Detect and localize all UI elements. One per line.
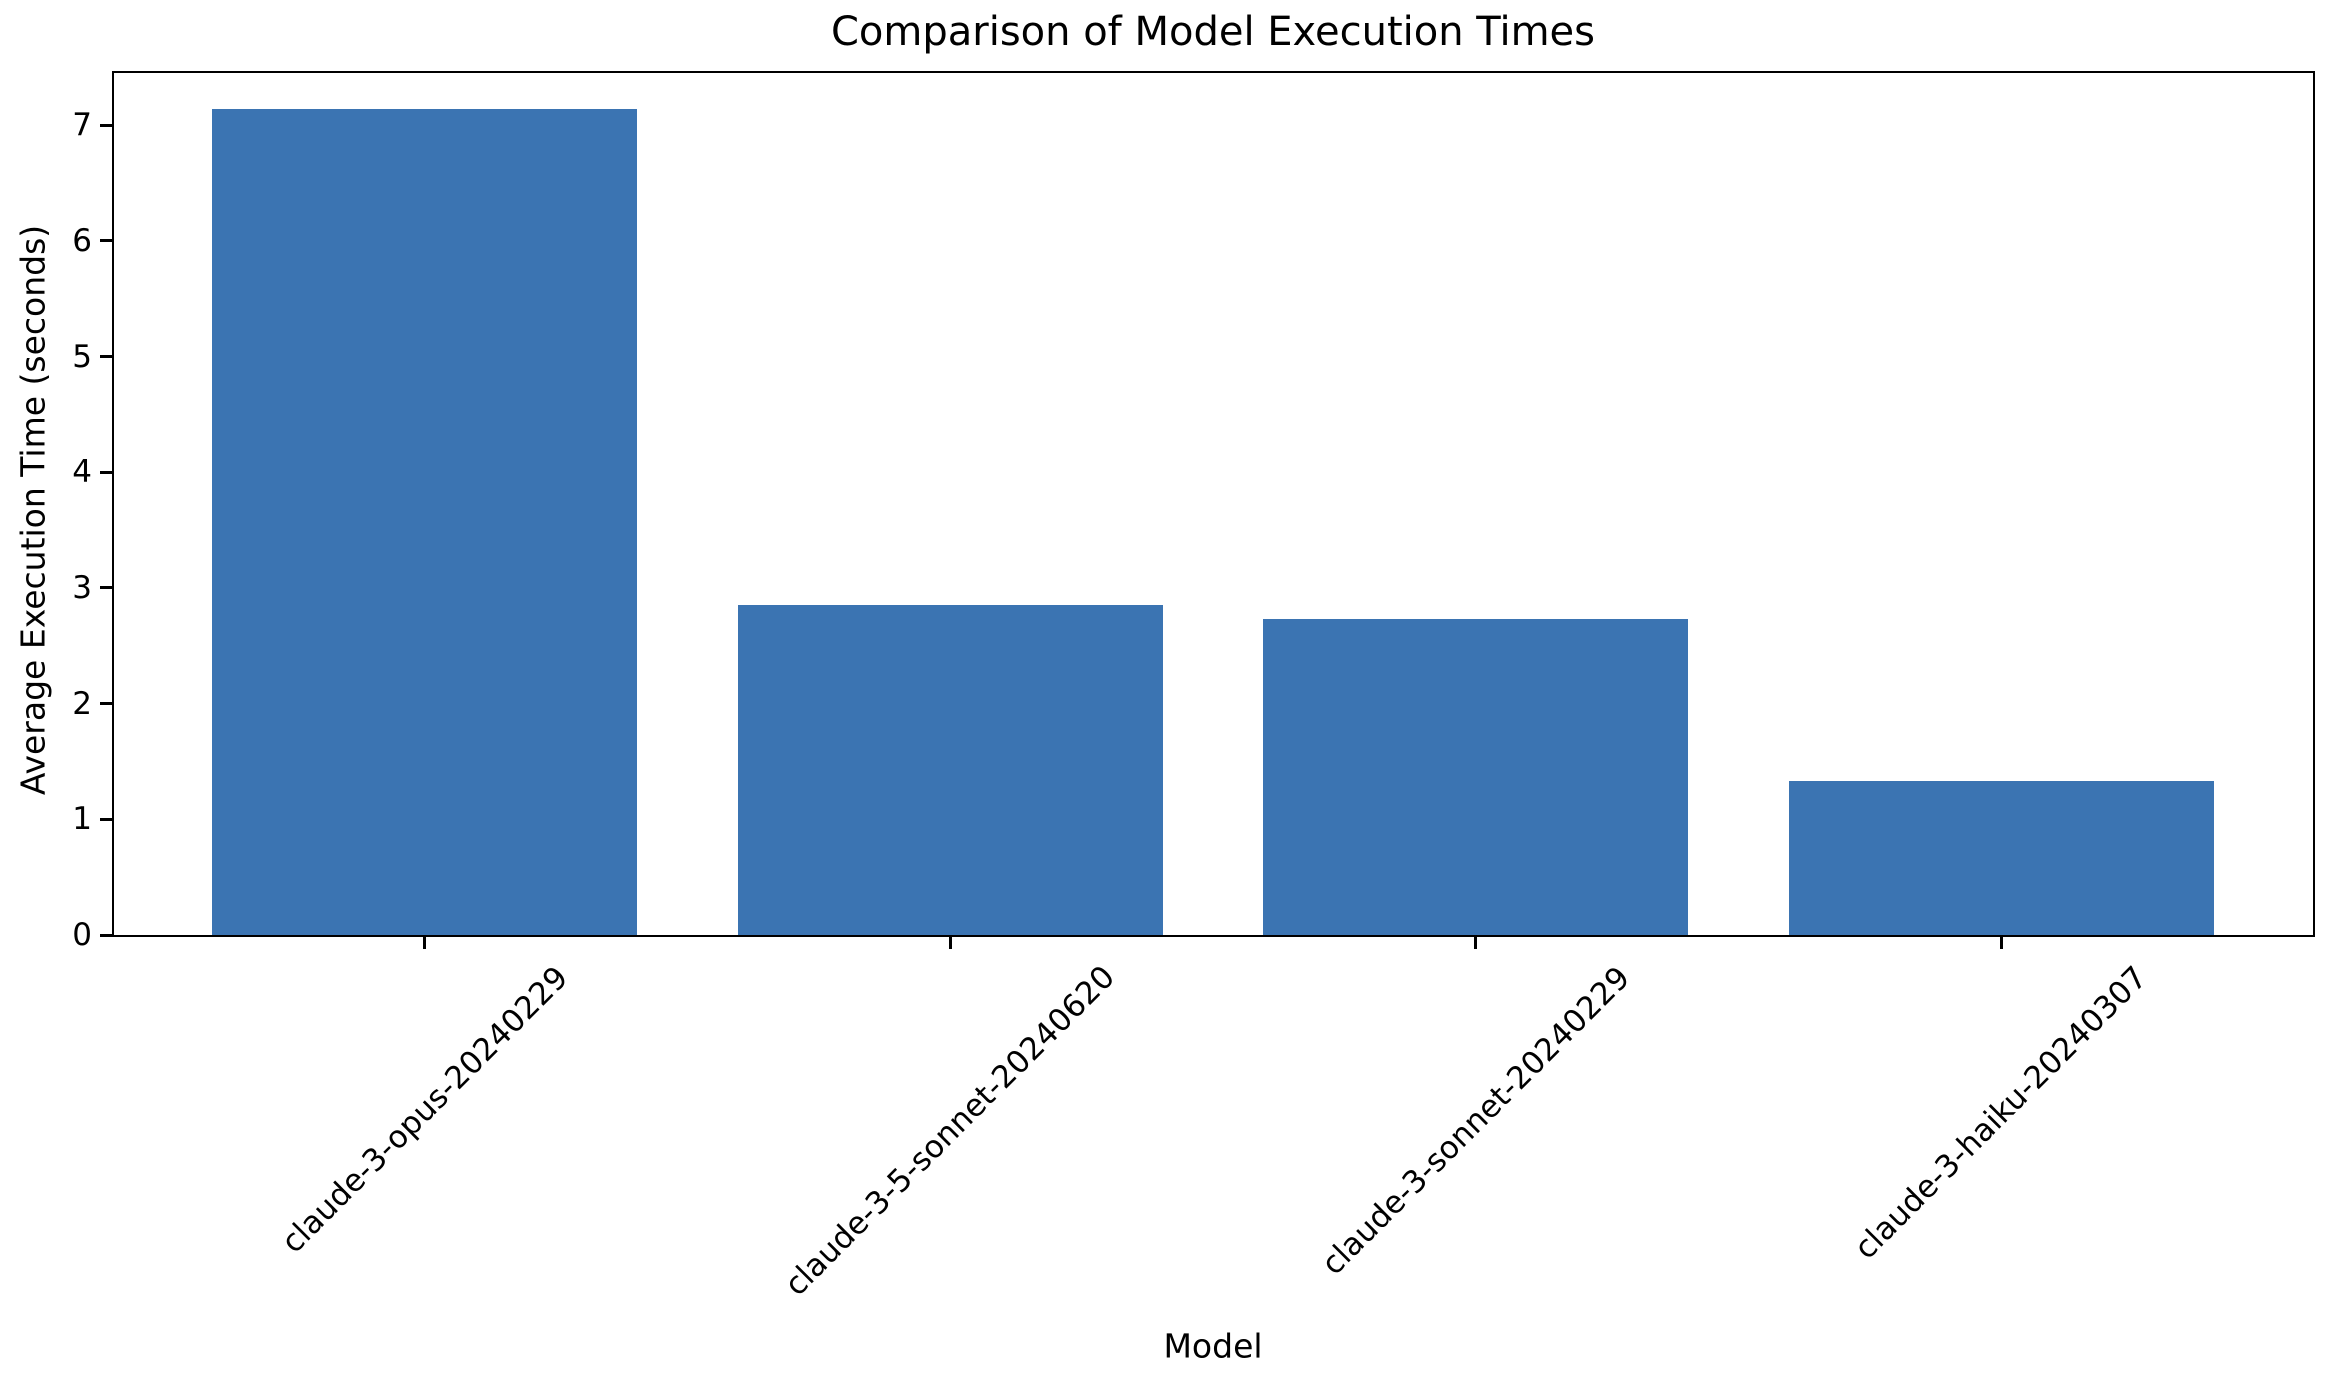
y-tick (100, 586, 113, 590)
bar-claude-3-haiku-20240307 (1788, 781, 2214, 935)
y-tick-label: 4 (72, 454, 92, 491)
y-tick (100, 817, 113, 821)
x-axis-label: Model (1163, 1326, 1263, 1366)
x-tick-label: claude-3-haiku-20240307 (1847, 959, 2155, 1267)
x-tick (1474, 935, 1477, 949)
y-tick-label: 6 (72, 222, 92, 259)
bar-claude-3-opus-20240229 (212, 108, 637, 935)
x-tick (423, 935, 426, 949)
y-tick (100, 470, 113, 474)
y-tick (100, 355, 113, 358)
plot-area: 0 1 2 3 4 5 6 7 claude-3-opus-20240229 claude-3-5… (72, 71, 2315, 1304)
x-tick-label: claude-3-sonnet-20240229 (1314, 959, 1637, 1282)
y-tick-label: 2 (72, 685, 92, 722)
y-tick-label: 7 (72, 107, 92, 144)
y-tick-label: 5 (72, 338, 92, 375)
x-tick-label: claude-3-opus-20240229 (274, 959, 575, 1260)
x-tick-label: claude-3-5-sonnet-20240620 (777, 959, 1123, 1304)
y-tick-label: 1 (72, 801, 92, 838)
y-tick-label: 0 (72, 916, 92, 953)
y-tick (100, 239, 113, 243)
y-axis-label: Average Execution Time (seconds) (13, 224, 53, 796)
y-tick (100, 123, 113, 127)
y-tick (100, 933, 113, 937)
bar-claude-3-sonnet-20240229 (1263, 619, 1688, 935)
bar-claude-3-5-sonnet-20240620 (737, 605, 1163, 935)
chart-title: Comparison of Model Execution Times (830, 9, 1596, 55)
y-tick (100, 702, 113, 706)
y-tick-label: 3 (72, 569, 92, 606)
x-tick (948, 935, 952, 949)
x-tick (1999, 935, 2003, 949)
